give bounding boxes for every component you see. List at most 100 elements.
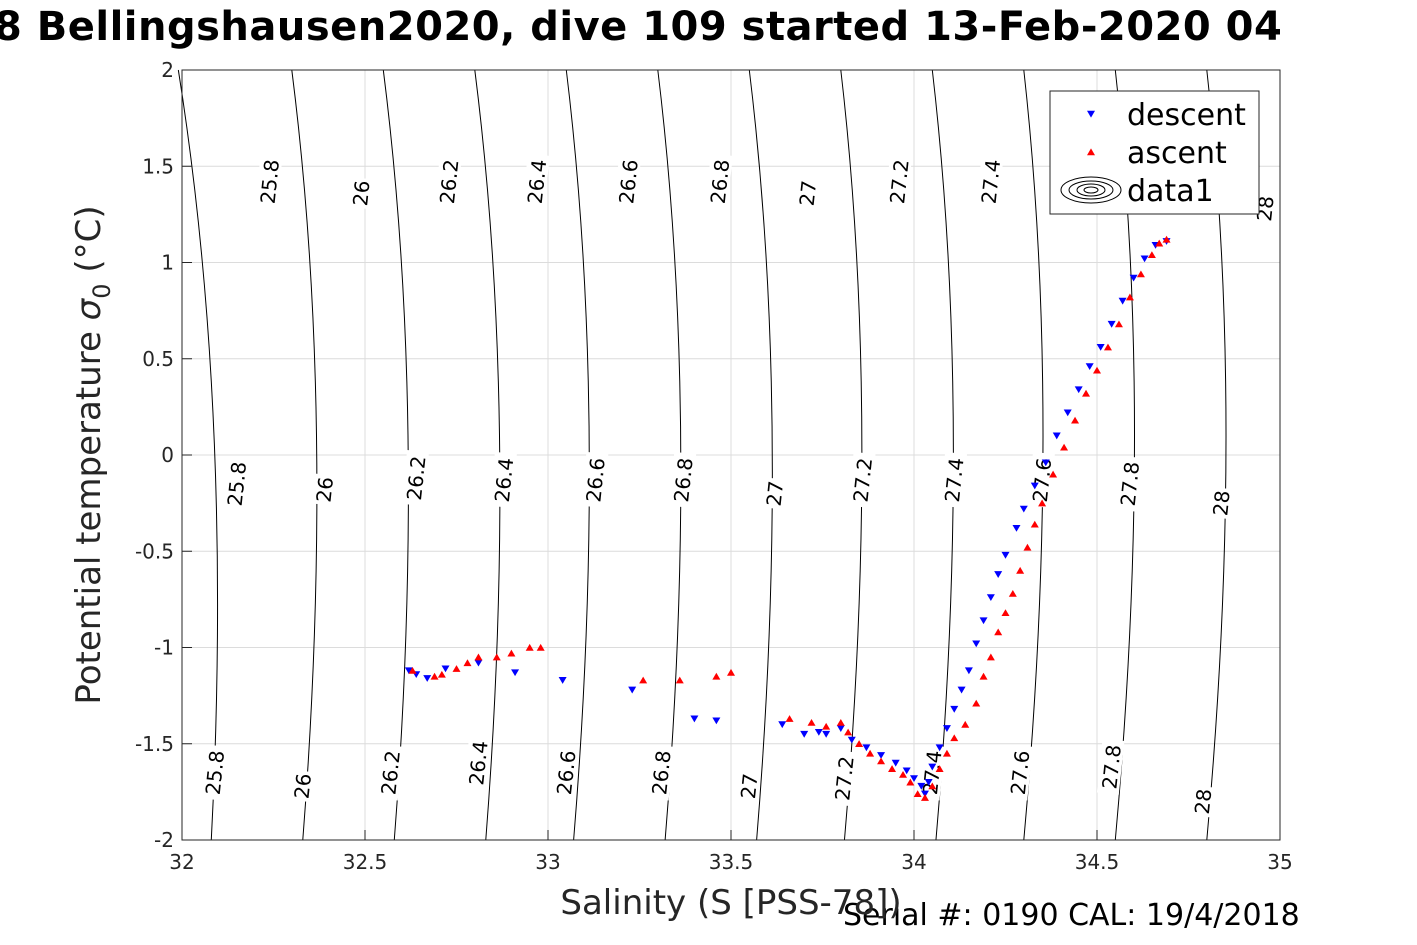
- isopycnal-label: 25.8: [222, 455, 252, 512]
- isopycnal-label: 27.6: [1005, 744, 1034, 801]
- ascent-point: [1016, 566, 1025, 574]
- y-tick-label: 1: [161, 251, 174, 275]
- isopycnal-line: [177, 69, 219, 841]
- isopycnal-line: [291, 69, 318, 841]
- ascent-point: [1060, 443, 1069, 451]
- descent-point: [924, 779, 933, 786]
- isopycnal-label: 28: [1207, 486, 1235, 520]
- descent-point: [972, 640, 981, 648]
- x-axis-ticks: 32 32.5 33 33.5 34 34.5 35: [169, 830, 1293, 874]
- descent-point: [942, 725, 951, 732]
- isopycnal-label-text: 26.4: [523, 158, 552, 205]
- isopycnal-label: 26.4: [489, 451, 519, 508]
- isopycnal-label-text: 25.8: [223, 460, 252, 507]
- isopycnal-label-bg: [255, 153, 283, 210]
- isopycnal-label-text: 28: [1190, 788, 1217, 816]
- ascent-point: [950, 734, 959, 742]
- y-axis-label-unit: (°C): [69, 205, 109, 283]
- x-tick-label: 32: [169, 850, 194, 874]
- ascent-point: [986, 653, 995, 661]
- descent-point: [862, 744, 871, 752]
- legend-ascent-label: ascent: [1127, 136, 1227, 171]
- isopycnal-label-bg: [976, 153, 1004, 210]
- isopycnal-line: [474, 69, 501, 841]
- ascent-point: [785, 715, 794, 722]
- ascent-point: [525, 643, 534, 651]
- descent-point: [877, 752, 886, 759]
- isopycnal-label-bg: [311, 473, 337, 506]
- descent-point: [847, 736, 856, 744]
- ascent-point: [1093, 366, 1101, 374]
- isopycnal-label-text: 27.4: [940, 457, 969, 504]
- descent-point: [1140, 255, 1149, 263]
- ascent-point: [855, 740, 864, 747]
- isopycnal-label: 26.2: [375, 744, 405, 801]
- isopycnal-label-bg: [375, 744, 404, 801]
- legend-data1-label: data1: [1127, 174, 1214, 209]
- isopycnal-label: 27.4: [976, 153, 1005, 210]
- isopycnal-label-bg: [1207, 486, 1233, 520]
- descent-point: [910, 775, 918, 782]
- y-tick-label: -1.5: [135, 732, 174, 756]
- isopycnal-label-text: 26.6: [581, 457, 610, 504]
- isopycnal-label: 26.2: [401, 449, 431, 506]
- descent-point: [558, 677, 567, 684]
- ascent-point: [1103, 343, 1112, 351]
- isopycnal-label: 27.2: [884, 153, 914, 210]
- ascent-point: [899, 770, 908, 778]
- descent-point: [822, 730, 831, 738]
- x-tick-label: 34: [901, 850, 926, 874]
- isopycnal-label: 26.6: [551, 744, 581, 801]
- isopycnal-label-bg: [522, 153, 550, 210]
- isopycnal-label-bg: [580, 451, 609, 508]
- isopycnal-label-text: 27.2: [885, 158, 914, 205]
- isopycnal-label: 27.8: [1096, 738, 1126, 795]
- isopycnal-label-text: 26.4: [490, 457, 519, 504]
- descent-point: [957, 686, 966, 694]
- isopycnal-label-text: 26.8: [669, 457, 698, 504]
- series-ascent: [408, 235, 1171, 801]
- y-tick-label: -2: [154, 828, 174, 852]
- descent-point: [1118, 297, 1127, 305]
- isopycnal-label: 27.2: [829, 750, 859, 807]
- isopycnal-label-text: 27: [736, 772, 763, 800]
- isopycnal-label-text: 26.4: [464, 740, 493, 787]
- isopycnal-label: 26.6: [613, 153, 643, 210]
- ascent-point: [1071, 416, 1080, 424]
- ascent-point: [452, 665, 461, 672]
- isopycnal-label: 27.8: [1115, 455, 1144, 512]
- isopycnal-line: [840, 69, 863, 841]
- y-tick-label: -0.5: [135, 539, 174, 563]
- isopycnal-label-bg: [705, 153, 733, 210]
- descent-point: [1129, 274, 1138, 282]
- isopycnal-label-bg: [1115, 455, 1143, 512]
- ascent-point: [844, 728, 853, 736]
- ascent-point: [1082, 389, 1091, 397]
- descent-point: [935, 744, 944, 752]
- isopycnal-label-bg: [1096, 738, 1125, 795]
- ascent-point: [1001, 609, 1010, 617]
- ascent-point: [639, 676, 648, 684]
- ascent-point: [807, 718, 816, 726]
- isopycnal-label: 26.8: [668, 451, 698, 508]
- descent-point: [917, 782, 926, 790]
- y-axis-label-subscript: 0: [88, 283, 116, 298]
- isopycnal-label-bg: [200, 744, 228, 801]
- isopycnal-label: 26.6: [580, 451, 610, 508]
- isopycnal-label-text: 26: [290, 772, 317, 800]
- isopycnal-label-bg: [829, 750, 858, 807]
- isopycnal-label-bg: [613, 153, 642, 210]
- isopycnal-label: 26: [347, 177, 375, 210]
- serial-calibration-label: Serial #: 0190 CAL: 19/4/2018: [843, 898, 1300, 933]
- legend-contour-icon: [1060, 176, 1122, 204]
- descent-point: [1030, 482, 1039, 490]
- isopycnal-label-bg: [289, 769, 315, 803]
- y-tick-label: 2: [161, 58, 174, 82]
- descent-point: [836, 725, 845, 732]
- isopycnal-label: 27: [735, 769, 763, 803]
- isopycnal-line: [382, 69, 409, 841]
- ascent-point: [1049, 470, 1058, 478]
- ascent-point: [675, 676, 684, 684]
- isopycnal-label-bg: [735, 769, 761, 803]
- isopycnal-label-text: 26.8: [647, 749, 676, 796]
